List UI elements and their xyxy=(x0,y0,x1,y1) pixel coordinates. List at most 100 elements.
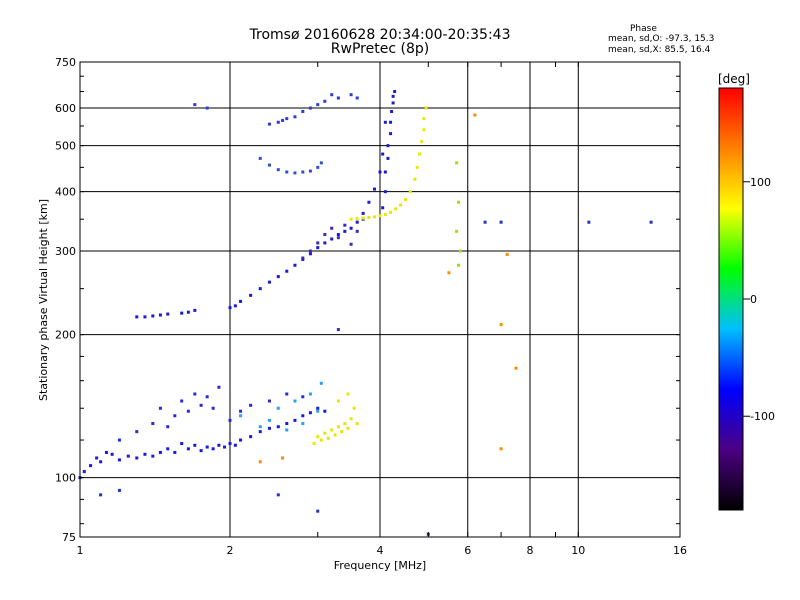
data-point xyxy=(285,422,289,426)
data-point xyxy=(343,229,347,233)
data-point xyxy=(276,120,280,124)
data-point xyxy=(285,392,289,396)
data-point xyxy=(233,304,237,308)
data-point xyxy=(355,220,359,224)
data-point xyxy=(455,229,459,233)
data-point xyxy=(389,132,393,136)
data-point xyxy=(173,450,177,454)
data-point xyxy=(276,493,280,497)
data-point xyxy=(373,187,377,191)
data-point xyxy=(336,236,340,240)
data-point xyxy=(394,207,398,211)
data-point xyxy=(336,399,340,403)
data-point xyxy=(473,113,477,117)
data-point xyxy=(193,443,197,447)
data-point xyxy=(301,109,305,113)
data-point xyxy=(499,447,503,451)
data-point xyxy=(233,443,237,447)
data-point xyxy=(205,106,209,110)
colorbar-tick-label: 0 xyxy=(750,293,757,306)
x-tick-label: 16 xyxy=(673,544,687,557)
data-point xyxy=(308,106,312,110)
data-point xyxy=(349,242,353,246)
data-point xyxy=(239,299,243,303)
data-point xyxy=(349,226,353,230)
data-point xyxy=(293,399,297,403)
y-tick-label: 200 xyxy=(55,329,76,342)
data-point xyxy=(267,163,271,167)
data-point xyxy=(151,314,155,318)
data-point xyxy=(186,310,190,314)
data-point xyxy=(343,422,347,426)
data-point xyxy=(316,409,320,413)
data-point xyxy=(587,220,591,224)
data-point xyxy=(323,99,327,103)
data-point xyxy=(420,140,424,144)
data-point xyxy=(330,237,334,241)
data-point xyxy=(378,170,382,174)
data-point xyxy=(158,313,162,317)
x-tick-label: 8 xyxy=(527,544,534,557)
data-point xyxy=(301,422,305,426)
data-point xyxy=(301,170,305,174)
colorbar-label: [deg] xyxy=(718,72,750,86)
data-point xyxy=(361,216,365,220)
data-point xyxy=(319,161,323,165)
x-tick-label: 4 xyxy=(377,544,384,557)
data-point xyxy=(316,241,320,245)
data-point xyxy=(403,198,407,202)
data-point xyxy=(267,399,271,403)
data-point xyxy=(166,312,170,316)
data-point xyxy=(383,170,387,174)
y-axis-label: Stationary phase Virtual Height [km] xyxy=(37,199,50,401)
data-point xyxy=(458,249,462,253)
data-point xyxy=(499,220,503,224)
data-point xyxy=(346,392,350,396)
phase-stats-heading: Phase xyxy=(630,24,657,34)
data-point xyxy=(293,171,297,175)
data-point xyxy=(649,220,653,224)
colorbar-gradient xyxy=(718,87,744,511)
data-point xyxy=(193,308,197,312)
data-point xyxy=(349,417,353,421)
data-point xyxy=(333,433,337,437)
data-point xyxy=(117,438,121,442)
data-point xyxy=(258,460,262,464)
chart-title: Tromsø 20160628 20:34:00-20:35:43 xyxy=(249,27,511,43)
data-point xyxy=(323,241,327,245)
data-points xyxy=(78,90,653,536)
data-point xyxy=(323,431,327,435)
data-point xyxy=(308,169,312,173)
data-point xyxy=(258,430,262,434)
data-point xyxy=(228,306,232,310)
data-point xyxy=(276,406,280,410)
data-point xyxy=(301,256,305,260)
data-point xyxy=(323,409,327,413)
data-point xyxy=(199,449,203,453)
y-tick-label: 100 xyxy=(55,472,76,485)
data-point xyxy=(349,217,353,221)
data-point xyxy=(349,93,353,97)
data-point xyxy=(267,122,271,126)
data-point xyxy=(301,414,305,418)
data-point xyxy=(151,454,155,458)
data-point xyxy=(293,418,297,422)
data-point xyxy=(346,426,350,430)
colorbar: [deg] 100 0 -100 xyxy=(718,72,775,511)
x-tick-label: 1 xyxy=(77,544,84,557)
data-point xyxy=(217,385,221,389)
data-point xyxy=(367,215,371,219)
phase-stats-o-mode: mean, sd,O: -97.3, 15.3 xyxy=(608,34,715,44)
data-point xyxy=(340,430,344,434)
data-point xyxy=(378,214,382,218)
data-point xyxy=(151,422,155,426)
data-point xyxy=(135,315,139,319)
axis-labels: Frequency [MHz] Stationary phase Virtual… xyxy=(37,199,426,572)
x-axis-label: Frequency [MHz] xyxy=(334,559,426,572)
data-point xyxy=(417,152,421,156)
data-point xyxy=(285,170,289,174)
data-point xyxy=(355,217,359,221)
data-point xyxy=(117,458,121,462)
x-tick-label: 6 xyxy=(464,544,471,557)
data-point xyxy=(455,161,459,165)
